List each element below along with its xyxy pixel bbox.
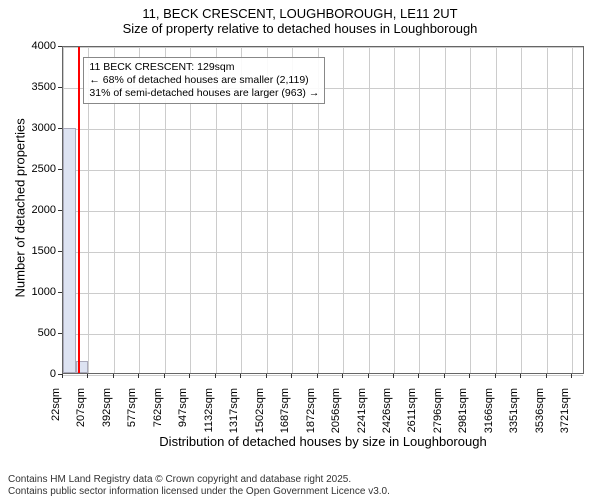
- xtick-mark: [189, 374, 190, 378]
- title-sub: Size of property relative to detached ho…: [0, 21, 600, 40]
- xtick-mark: [418, 374, 419, 378]
- ytick-mark: [58, 128, 62, 129]
- xtick-mark: [393, 374, 394, 378]
- footer-line-1: Contains HM Land Registry data © Crown c…: [8, 474, 390, 486]
- ytick-label: 4000: [22, 40, 56, 52]
- gridline-v: [572, 47, 573, 373]
- xtick-label: 22sqm: [50, 388, 62, 440]
- gridline-h: [63, 47, 583, 48]
- ytick-mark: [58, 251, 62, 252]
- footer-line-2: Contains public sector information licen…: [8, 486, 390, 498]
- ytick-label: 0: [22, 368, 56, 380]
- xtick-label: 1502sqm: [254, 388, 266, 440]
- xtick-label: 1317sqm: [228, 388, 240, 440]
- ytick-mark: [58, 46, 62, 47]
- gridline-v: [419, 47, 420, 373]
- ytick-label: 2500: [22, 163, 56, 175]
- xtick-mark: [469, 374, 470, 378]
- ytick-mark: [58, 169, 62, 170]
- xtick-label: 2981sqm: [457, 388, 469, 440]
- gridline-v: [521, 47, 522, 373]
- xtick-label: 2241sqm: [356, 388, 368, 440]
- xtick-label: 947sqm: [177, 388, 189, 440]
- gridline-v: [496, 47, 497, 373]
- xtick-label: 1132sqm: [203, 388, 215, 440]
- xtick-mark: [342, 374, 343, 378]
- annotation-line: ← 68% of detached houses are smaller (2,…: [89, 74, 319, 87]
- xtick-label: 3721sqm: [559, 388, 571, 440]
- ytick-mark: [58, 292, 62, 293]
- ytick-mark: [58, 333, 62, 334]
- gridline-h: [63, 170, 583, 171]
- annotation-box: 11 BECK CRESCENT: 129sqm← 68% of detache…: [83, 57, 325, 104]
- xtick-mark: [215, 374, 216, 378]
- xtick-label: 207sqm: [75, 388, 87, 440]
- xtick-mark: [291, 374, 292, 378]
- xtick-mark: [317, 374, 318, 378]
- title-main: 11, BECK CRESCENT, LOUGHBOROUGH, LE11 2U…: [0, 0, 600, 21]
- xtick-mark: [138, 374, 139, 378]
- gridline-h: [63, 211, 583, 212]
- xtick-label: 577sqm: [126, 388, 138, 440]
- gridline-h: [63, 129, 583, 130]
- ytick-label: 1500: [22, 245, 56, 257]
- xtick-mark: [266, 374, 267, 378]
- xtick-mark: [368, 374, 369, 378]
- xtick-label: 392sqm: [101, 388, 113, 440]
- ytick-label: 1000: [22, 286, 56, 298]
- xtick-label: 3351sqm: [508, 388, 520, 440]
- marker-vline: [78, 47, 80, 373]
- gridline-v: [470, 47, 471, 373]
- xtick-label: 2796sqm: [432, 388, 444, 440]
- gridline-h: [63, 375, 583, 376]
- ytick-label: 500: [22, 327, 56, 339]
- ytick-label: 3500: [22, 81, 56, 93]
- gridline-v: [394, 47, 395, 373]
- xtick-mark: [571, 374, 572, 378]
- xtick-label: 2056sqm: [330, 388, 342, 440]
- xtick-mark: [62, 374, 63, 378]
- gridline-v: [369, 47, 370, 373]
- gridline-h: [63, 334, 583, 335]
- gridline-h: [63, 252, 583, 253]
- gridline-v: [343, 47, 344, 373]
- xtick-label: 762sqm: [152, 388, 164, 440]
- x-axis-label: Distribution of detached houses by size …: [62, 434, 584, 449]
- ytick-mark: [58, 87, 62, 88]
- annotation-line: 11 BECK CRESCENT: 129sqm: [89, 61, 319, 74]
- xtick-mark: [113, 374, 114, 378]
- xtick-label: 2426sqm: [381, 388, 393, 440]
- xtick-mark: [495, 374, 496, 378]
- gridline-v: [547, 47, 548, 373]
- xtick-mark: [546, 374, 547, 378]
- xtick-mark: [240, 374, 241, 378]
- xtick-mark: [520, 374, 521, 378]
- xtick-label: 1687sqm: [279, 388, 291, 440]
- xtick-mark: [444, 374, 445, 378]
- xtick-label: 3536sqm: [534, 388, 546, 440]
- xtick-mark: [164, 374, 165, 378]
- xtick-label: 2611sqm: [406, 388, 418, 440]
- gridline-v: [445, 47, 446, 373]
- annotation-line: 31% of semi-detached houses are larger (…: [89, 87, 319, 100]
- xtick-label: 3166sqm: [483, 388, 495, 440]
- gridline-h: [63, 293, 583, 294]
- xtick-label: 1872sqm: [305, 388, 317, 440]
- footer-attribution: Contains HM Land Registry data © Crown c…: [8, 474, 390, 498]
- ytick-label: 3000: [22, 122, 56, 134]
- y-axis-label: Number of detached properties: [13, 138, 28, 298]
- ytick-mark: [58, 210, 62, 211]
- ytick-label: 2000: [22, 204, 56, 216]
- histogram-bar: [63, 128, 76, 373]
- xtick-mark: [87, 374, 88, 378]
